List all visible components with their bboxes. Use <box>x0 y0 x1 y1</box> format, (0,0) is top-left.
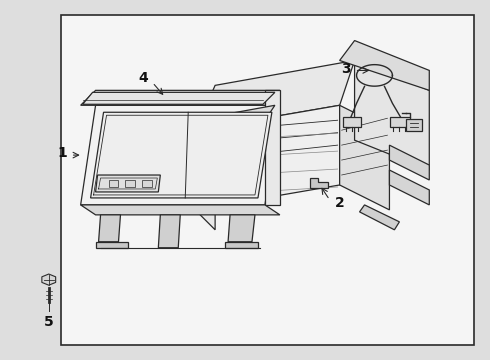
Polygon shape <box>83 92 275 104</box>
Polygon shape <box>228 215 255 242</box>
Polygon shape <box>81 105 280 205</box>
Text: 1: 1 <box>57 146 67 160</box>
Polygon shape <box>98 215 121 242</box>
Polygon shape <box>360 205 399 230</box>
Polygon shape <box>96 175 160 192</box>
Bar <box>143 180 152 187</box>
Bar <box>108 180 119 187</box>
Bar <box>125 180 135 187</box>
Polygon shape <box>406 119 422 131</box>
Polygon shape <box>265 90 280 205</box>
Text: 4: 4 <box>139 71 148 85</box>
Polygon shape <box>195 105 340 210</box>
Polygon shape <box>42 274 56 285</box>
Polygon shape <box>390 145 429 180</box>
Polygon shape <box>343 117 361 127</box>
Polygon shape <box>340 105 390 210</box>
Polygon shape <box>81 90 280 105</box>
Polygon shape <box>91 112 272 198</box>
Text: 3: 3 <box>341 62 350 76</box>
Polygon shape <box>310 178 328 188</box>
Polygon shape <box>195 60 355 130</box>
Text: 2: 2 <box>335 196 344 210</box>
Polygon shape <box>391 117 410 127</box>
Polygon shape <box>340 41 429 90</box>
Polygon shape <box>195 110 215 230</box>
Text: 5: 5 <box>44 315 53 329</box>
Polygon shape <box>195 105 275 130</box>
Polygon shape <box>81 205 280 215</box>
Polygon shape <box>158 215 180 248</box>
Polygon shape <box>96 242 128 248</box>
Polygon shape <box>355 60 429 170</box>
Polygon shape <box>390 170 429 205</box>
Polygon shape <box>225 242 258 248</box>
Bar <box>61 15 474 345</box>
